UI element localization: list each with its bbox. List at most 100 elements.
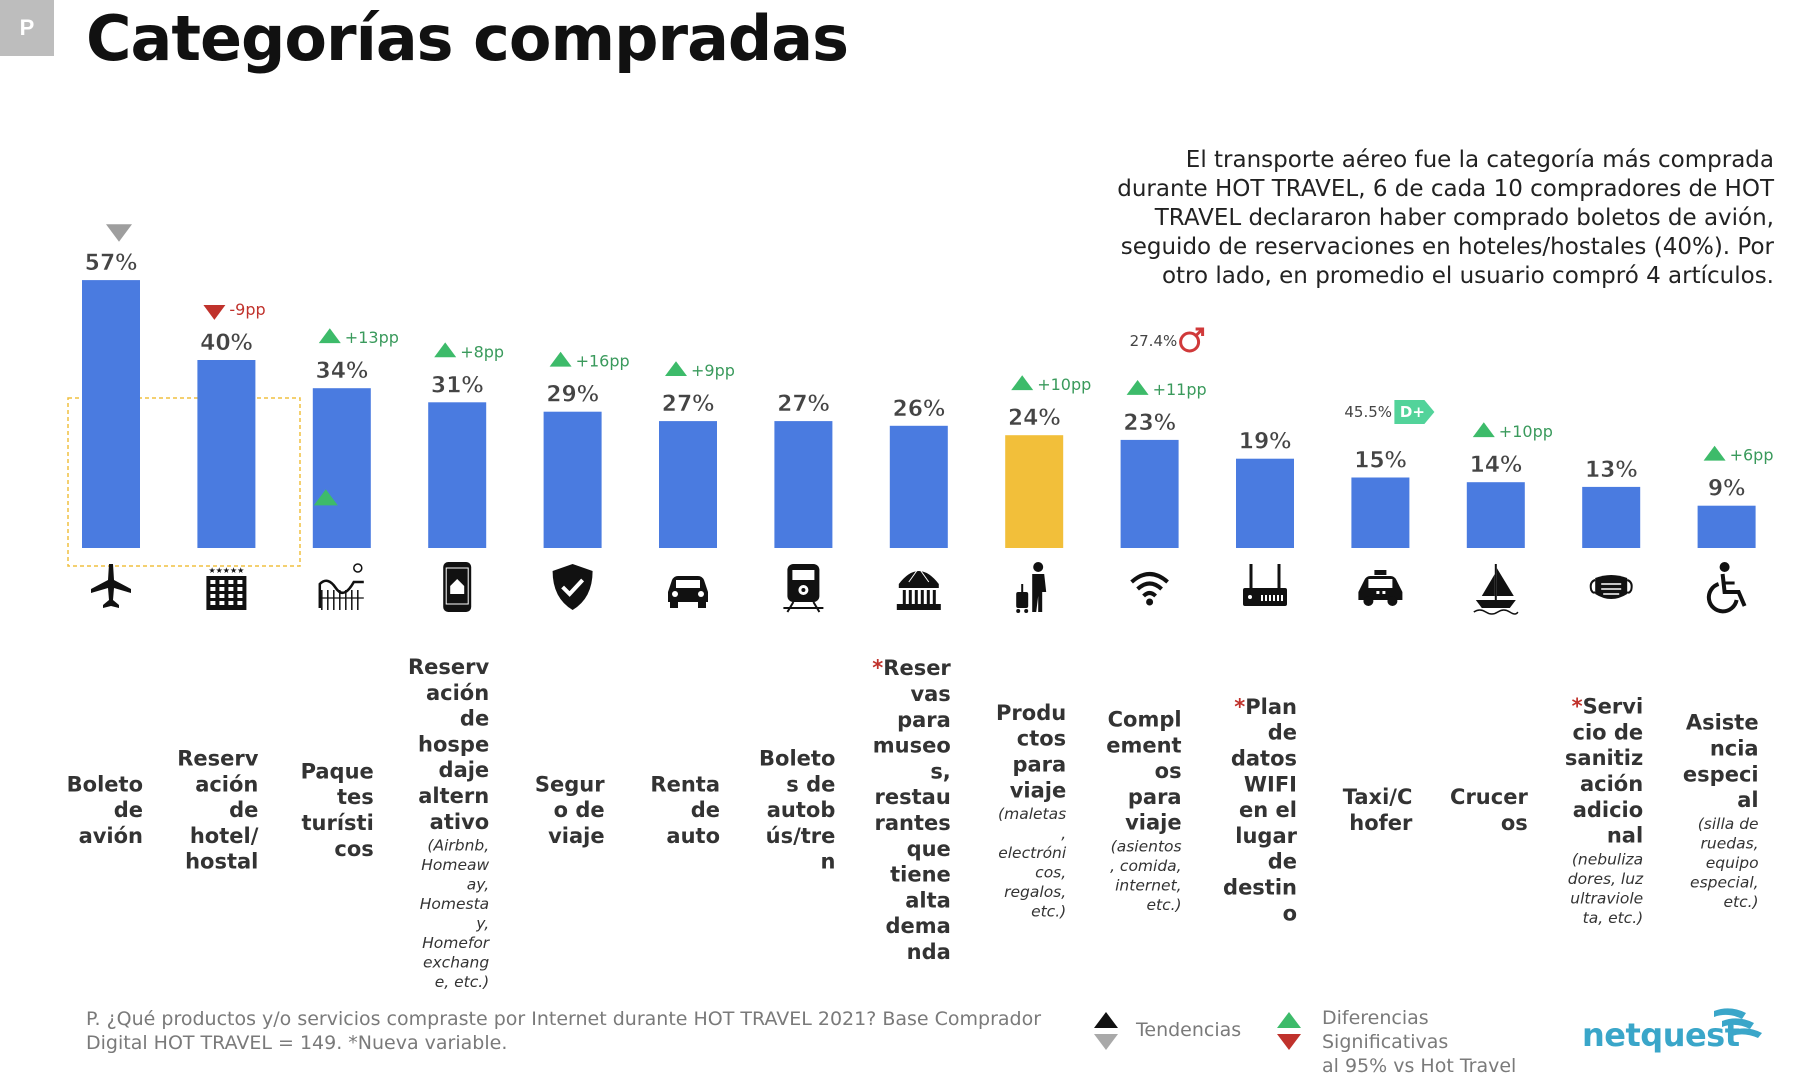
category-label-line: s de — [786, 772, 835, 796]
bar — [889, 425, 948, 548]
category-label-line: dema — [885, 914, 950, 938]
category-label-line: *Plan — [1234, 695, 1297, 719]
significance-label: +11pp — [1153, 380, 1207, 399]
question-badge: P — [0, 0, 54, 56]
category-label-line: Reserv — [177, 747, 259, 771]
category-note-line: etc.) — [1031, 903, 1066, 921]
category-label-line: ús/tre — [766, 824, 836, 848]
category-note-line: ruedas, — [1701, 834, 1759, 852]
category-label-line: Segur — [535, 772, 605, 796]
data-label: 40% — [200, 331, 253, 356]
bar — [659, 421, 717, 548]
highlight-box — [67, 397, 301, 567]
category-label-line: viaje — [1125, 811, 1182, 835]
category-note-line: etc.) — [1146, 896, 1181, 914]
category-note-line: cos, — [1035, 864, 1066, 882]
category-label-line: vas — [910, 682, 950, 706]
question-footnote: P. ¿Qué productos y/o servicios comprast… — [86, 1008, 1042, 1054]
category-label-line: ement — [1106, 733, 1181, 757]
data-label: 15% — [1354, 449, 1407, 474]
category-label-line: de — [1268, 721, 1297, 745]
hotel-icon: ★★★★★ — [206, 566, 247, 610]
category-label-line: ctos — [1017, 727, 1066, 751]
taxi-icon — [1358, 570, 1403, 606]
category-label-line: al — [1737, 788, 1758, 812]
significance-label: +10pp — [1499, 422, 1553, 441]
category-note-line: ultraviole — [1570, 889, 1643, 907]
trend-up-icon — [313, 489, 338, 506]
data-label: 13% — [1585, 458, 1638, 483]
profile-badge-label: D+ — [1400, 403, 1425, 421]
category-label-line: Reserv — [408, 655, 490, 679]
category-label-line: Boleto — [67, 772, 143, 796]
data-label: 31% — [431, 373, 484, 398]
category-label-line: turísti — [302, 811, 374, 835]
significance-label: +8pp — [460, 342, 504, 361]
trend-up-icon — [1094, 1012, 1118, 1028]
bar — [1120, 439, 1179, 548]
category-note-line: Homeaw — [421, 856, 489, 874]
category-label-line: lugar — [1235, 824, 1297, 848]
significance-label: +10pp — [1037, 375, 1091, 394]
significance-up-icon — [1472, 422, 1495, 438]
significance-up-icon — [1703, 445, 1726, 461]
category-label-line: ación — [1580, 772, 1643, 796]
category-label-line: os — [1155, 759, 1182, 783]
category-note-line: (asientos — [1111, 838, 1182, 856]
category-label-line: Taxi/C — [1343, 785, 1413, 809]
data-label: 26% — [892, 397, 945, 422]
router-icon — [1243, 564, 1287, 606]
category-note-line: y, — [475, 915, 489, 933]
category-note-line: , comida, — [1110, 857, 1182, 875]
significance-up-icon — [318, 328, 341, 344]
trend-down-icon — [1094, 1034, 1118, 1050]
significance-up-icon — [665, 361, 687, 377]
annotation-label: 45.5% — [1344, 403, 1392, 421]
legend-trend-label: Tendencias — [1136, 1019, 1242, 1041]
category-label-line: Boleto — [759, 747, 835, 771]
category-label-line: tiene — [890, 863, 951, 887]
category-note-line: especial, — [1690, 873, 1759, 891]
category-label-line: Compl — [1108, 708, 1182, 732]
category-label-line: hostal — [185, 850, 258, 874]
category-label-line: especi — [1683, 762, 1759, 786]
category-label-line: WIFI — [1244, 772, 1297, 796]
category-label-line: para — [1012, 753, 1066, 777]
bar — [312, 388, 371, 548]
car-icon — [668, 576, 708, 608]
category-label-line: en el — [1239, 798, 1297, 822]
data-label: 19% — [1239, 430, 1292, 455]
chart-description: El transporte aéreo fue la categoría más… — [1117, 147, 1774, 289]
category-label-line: Crucer — [1450, 785, 1528, 809]
traveler-luggage-icon — [1016, 562, 1047, 613]
significance-label: +13pp — [345, 328, 399, 347]
category-note-line: etc.) — [1723, 893, 1758, 911]
category-label-line: o de — [554, 798, 605, 822]
significance-label: -9pp — [229, 300, 265, 319]
category-label-line: hotel/ — [190, 824, 259, 848]
category-label-line: para — [1128, 785, 1182, 809]
category-label-line: cio de — [1573, 720, 1644, 744]
category-label-line: daje — [439, 758, 490, 782]
shield-check-icon — [552, 564, 593, 610]
male-symbol-icon — [1179, 327, 1205, 353]
category-label-line: para — [897, 708, 951, 732]
category-label-line: alta — [905, 888, 951, 912]
bar — [1697, 505, 1756, 548]
airplane-icon — [91, 564, 131, 608]
bar — [1466, 482, 1525, 548]
category-note-line: (Airbnb, — [427, 837, 489, 855]
data-label: 14% — [1469, 453, 1522, 478]
category-label-line: sanitiz — [1565, 746, 1643, 770]
category-label-line: ativo — [430, 810, 490, 834]
category-note-line: e, etc.) — [435, 973, 490, 991]
netquest-logo: netquest — [1582, 1016, 1740, 1054]
category-note-line: ta, etc.) — [1583, 909, 1644, 927]
category-label-line: de — [691, 798, 720, 822]
